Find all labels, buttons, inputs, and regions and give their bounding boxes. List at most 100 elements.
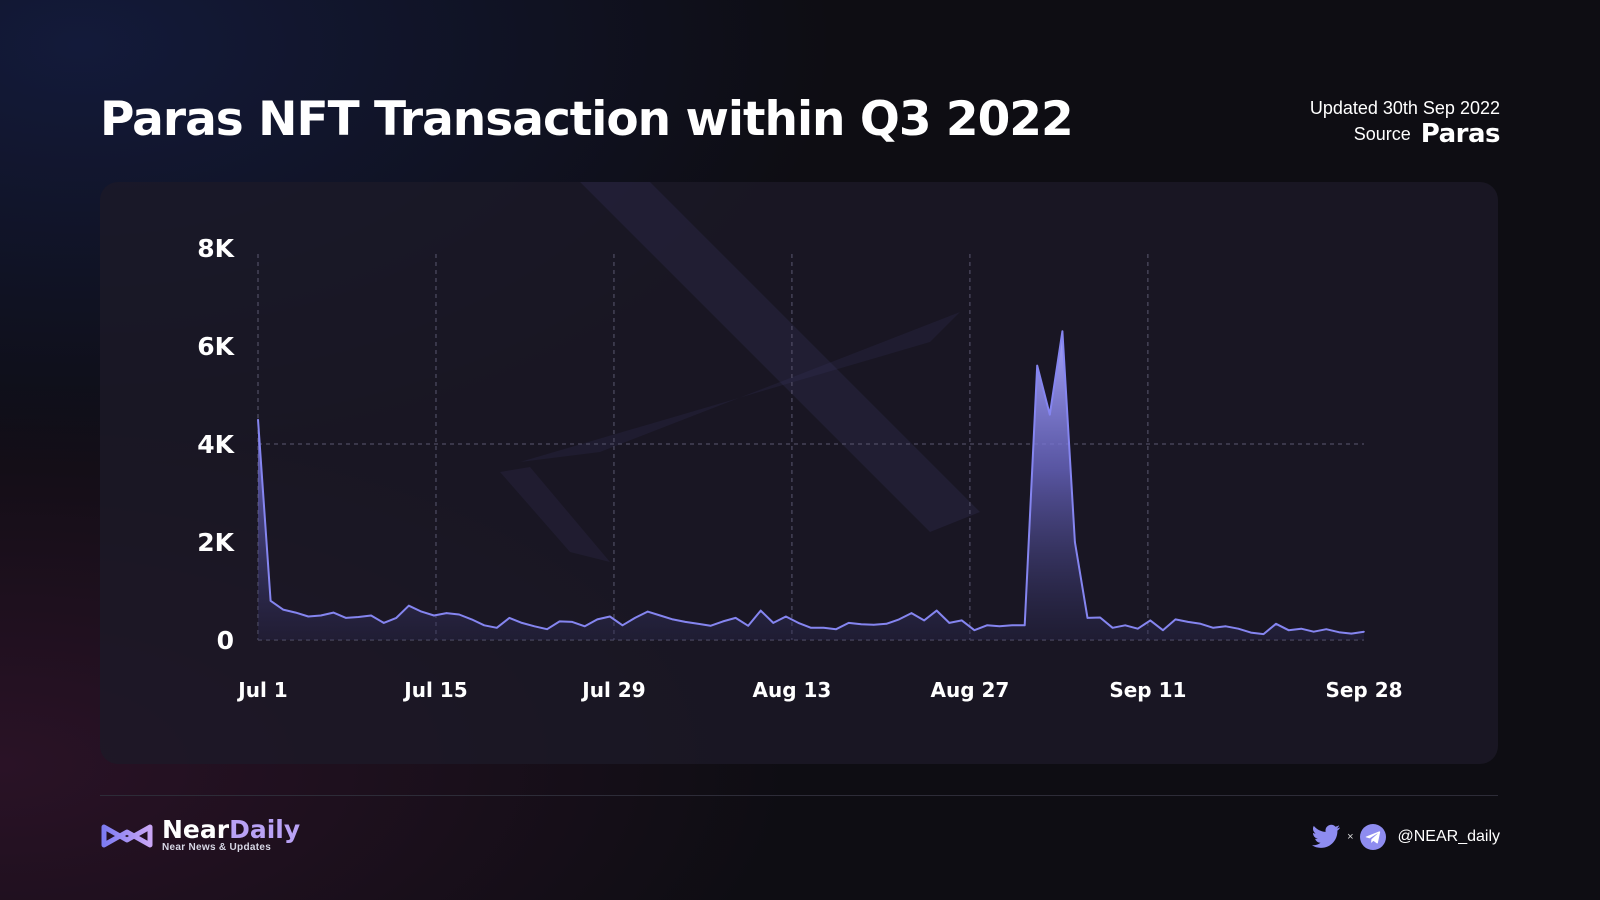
source-label: Source: [1353, 124, 1411, 144]
data-point: [571, 621, 573, 623]
y-axis: 0 2K 4K 6K 8K: [197, 234, 235, 655]
chart-grid: [257, 254, 1364, 641]
data-point: [785, 615, 787, 618]
data-point: [697, 623, 699, 625]
data-point: [910, 612, 913, 614]
data-point: [496, 627, 498, 629]
y-tick-label: 6K: [197, 332, 235, 361]
background-decoration: [500, 182, 980, 562]
data-point: [898, 618, 900, 621]
data-point: [772, 622, 775, 624]
data-point: [923, 619, 925, 622]
data-point: [1124, 624, 1126, 627]
neardaily-logo: NearDaily Near News & Updates: [100, 815, 300, 854]
x-axis: Jul 1 Jul 15 Jul 29 Aug 13 Aug 27 Sep 11 Sep 2…: [236, 678, 1402, 702]
data-point: [533, 625, 536, 628]
data-point: [659, 614, 661, 617]
data-point: [621, 624, 624, 627]
x-tick-label: Jul 1: [236, 678, 287, 702]
data-point: [1099, 616, 1101, 619]
data-point: [709, 625, 712, 627]
twitter-icon[interactable]: [1311, 824, 1341, 850]
data-point: [345, 617, 347, 619]
data-point: [269, 600, 272, 602]
data-point: [1074, 541, 1076, 543]
y-tick-label: 4K: [197, 430, 235, 459]
data-point: [1300, 627, 1302, 630]
data-point: [1237, 627, 1240, 630]
data-point: [433, 614, 435, 617]
data-point: [1275, 623, 1277, 625]
data-point: [1363, 630, 1365, 633]
data-point: [470, 618, 473, 621]
source-line: Source Paras: [1310, 119, 1501, 149]
data-point: [1086, 617, 1089, 619]
data-point: [1174, 618, 1177, 621]
x-tick-label: Sep 28: [1325, 678, 1402, 702]
data-point: [420, 610, 423, 613]
x-tick-label: Jul 15: [402, 678, 467, 702]
footer-divider: [100, 795, 1498, 796]
x-tick-label: Aug 13: [753, 678, 832, 702]
data-point: [747, 625, 749, 627]
data-point: [1011, 624, 1013, 627]
updated-date: Updated 30th Sep 2022: [1309, 98, 1500, 118]
data-point: [1149, 619, 1152, 622]
data-point: [370, 614, 372, 617]
data-point: [1262, 633, 1265, 635]
data-point: [722, 620, 724, 623]
logo-tagline: Near News & Updates: [162, 842, 272, 853]
data-point: [986, 624, 988, 627]
x-tick-label: Aug 27: [930, 678, 1009, 702]
data-point: [822, 627, 825, 629]
data-point: [973, 629, 976, 631]
data-point: [1350, 632, 1353, 635]
data-point: [1287, 629, 1290, 631]
data-point: [797, 622, 800, 624]
data-point: [646, 610, 649, 613]
data-point: [1225, 625, 1227, 628]
x-tick-label: Jul 29: [580, 678, 645, 702]
source-brand-logo: Paras: [1420, 119, 1501, 149]
data-point: [332, 611, 335, 614]
y-tick-label: 0: [217, 626, 234, 655]
data-point: [1199, 623, 1202, 625]
data-point: [445, 612, 448, 614]
data-point: [1187, 621, 1189, 623]
logo-text: NearDaily Near News & Updates: [162, 815, 300, 854]
data-point: [282, 608, 284, 611]
data-point: [1162, 629, 1164, 631]
logo-near: Near: [162, 815, 230, 844]
data-point: [357, 616, 360, 618]
y-tick-label: 2K: [197, 528, 235, 557]
data-point: [1212, 627, 1214, 629]
data-point: [684, 621, 687, 623]
data-point: [382, 622, 385, 624]
data-point: [1338, 631, 1340, 633]
data-point: [885, 623, 888, 625]
data-point: [948, 622, 951, 624]
data-point: [734, 617, 737, 619]
data-point: [961, 619, 963, 622]
data-point: [584, 625, 586, 628]
telegram-icon[interactable]: [1359, 824, 1386, 850]
data-point: [1049, 413, 1051, 416]
decor-shape: [580, 182, 980, 532]
twitter-handle[interactable]: @NEAR_daily: [1397, 828, 1501, 845]
page-title: Paras NFT Transaction within Q3 2022: [100, 92, 1074, 147]
data-point: [307, 615, 310, 618]
data-point: [810, 627, 812, 629]
data-point: [1137, 627, 1139, 630]
handle-separator: ×: [1347, 831, 1354, 843]
data-point: [835, 628, 837, 630]
data-point: [1111, 627, 1114, 629]
neardaily-logo-icon: [101, 824, 153, 848]
data-point: [1036, 364, 1038, 367]
data-point: [847, 622, 850, 624]
data-point: [860, 623, 863, 626]
data-point: [634, 617, 636, 619]
data-point: [508, 617, 511, 619]
plot-area: [257, 330, 1365, 640]
data-point: [546, 628, 548, 630]
y-tick-label: 8K: [197, 234, 235, 263]
